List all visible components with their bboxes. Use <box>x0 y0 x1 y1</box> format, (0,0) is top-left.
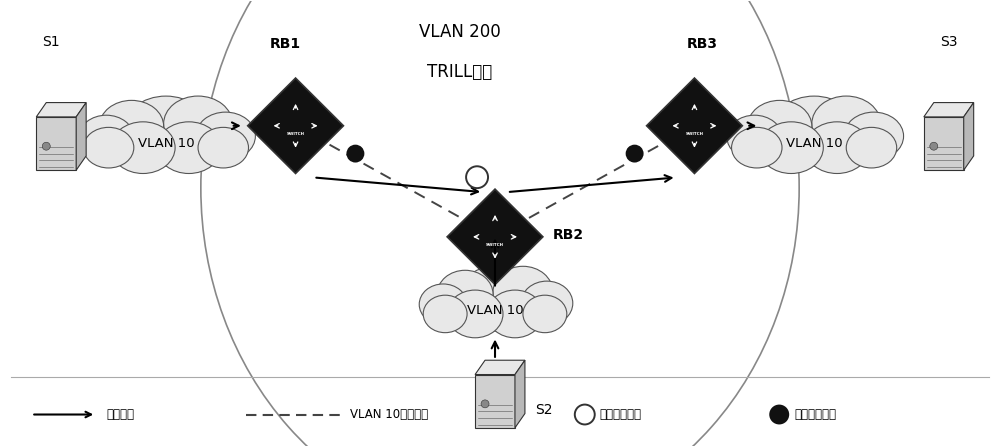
Ellipse shape <box>346 145 364 163</box>
Ellipse shape <box>493 266 553 317</box>
Text: RB1: RB1 <box>270 37 301 51</box>
Polygon shape <box>515 360 525 428</box>
Polygon shape <box>647 78 742 173</box>
Ellipse shape <box>732 127 782 168</box>
Ellipse shape <box>523 295 567 333</box>
Text: TRILL网络: TRILL网络 <box>427 63 493 81</box>
Text: RB3: RB3 <box>687 37 718 51</box>
Text: 组播树的树根: 组播树的树根 <box>600 408 642 421</box>
Polygon shape <box>475 375 515 428</box>
Ellipse shape <box>157 122 221 173</box>
Ellipse shape <box>447 290 503 338</box>
Polygon shape <box>924 102 974 117</box>
Ellipse shape <box>122 96 210 166</box>
Ellipse shape <box>111 122 175 173</box>
Ellipse shape <box>481 400 489 408</box>
Ellipse shape <box>83 127 134 168</box>
Ellipse shape <box>466 166 488 188</box>
Text: SWITCH: SWITCH <box>486 244 504 247</box>
Polygon shape <box>964 102 974 170</box>
Text: SWITCH: SWITCH <box>685 132 703 136</box>
Ellipse shape <box>727 115 782 160</box>
Ellipse shape <box>769 405 789 425</box>
Ellipse shape <box>198 127 249 168</box>
Ellipse shape <box>771 96 858 166</box>
Polygon shape <box>475 360 525 375</box>
Ellipse shape <box>79 115 134 160</box>
Ellipse shape <box>457 266 533 331</box>
Text: VLAN 200: VLAN 200 <box>419 24 501 42</box>
Polygon shape <box>76 102 86 170</box>
Text: 组播树的树叶: 组播树的树叶 <box>794 408 836 421</box>
Ellipse shape <box>437 270 493 318</box>
Text: S2: S2 <box>535 403 552 417</box>
Text: S1: S1 <box>42 35 60 49</box>
Ellipse shape <box>521 281 573 325</box>
Text: S3: S3 <box>940 35 957 49</box>
Text: VLAN 10: VLAN 10 <box>467 304 523 316</box>
Ellipse shape <box>164 96 232 152</box>
Ellipse shape <box>812 96 881 152</box>
Text: SWITCH: SWITCH <box>287 132 305 136</box>
Ellipse shape <box>748 101 812 152</box>
Ellipse shape <box>626 145 644 163</box>
Ellipse shape <box>805 122 869 173</box>
Polygon shape <box>447 189 543 285</box>
Ellipse shape <box>487 290 543 338</box>
Polygon shape <box>36 117 76 170</box>
Ellipse shape <box>99 101 164 152</box>
Ellipse shape <box>930 142 938 150</box>
Ellipse shape <box>846 127 897 168</box>
Ellipse shape <box>575 405 595 425</box>
Ellipse shape <box>844 112 904 160</box>
Text: RB2: RB2 <box>553 228 584 242</box>
Ellipse shape <box>423 295 467 333</box>
Ellipse shape <box>419 284 467 325</box>
Polygon shape <box>36 102 86 117</box>
Ellipse shape <box>196 112 255 160</box>
Text: VLAN 10的组播树: VLAN 10的组播树 <box>350 408 429 421</box>
Ellipse shape <box>42 142 50 150</box>
Ellipse shape <box>759 122 823 173</box>
Text: 组播报文: 组播报文 <box>106 408 134 421</box>
Polygon shape <box>248 78 343 173</box>
Text: VLAN 10: VLAN 10 <box>138 137 194 150</box>
Polygon shape <box>924 117 964 170</box>
Text: VLAN 10: VLAN 10 <box>786 137 842 150</box>
